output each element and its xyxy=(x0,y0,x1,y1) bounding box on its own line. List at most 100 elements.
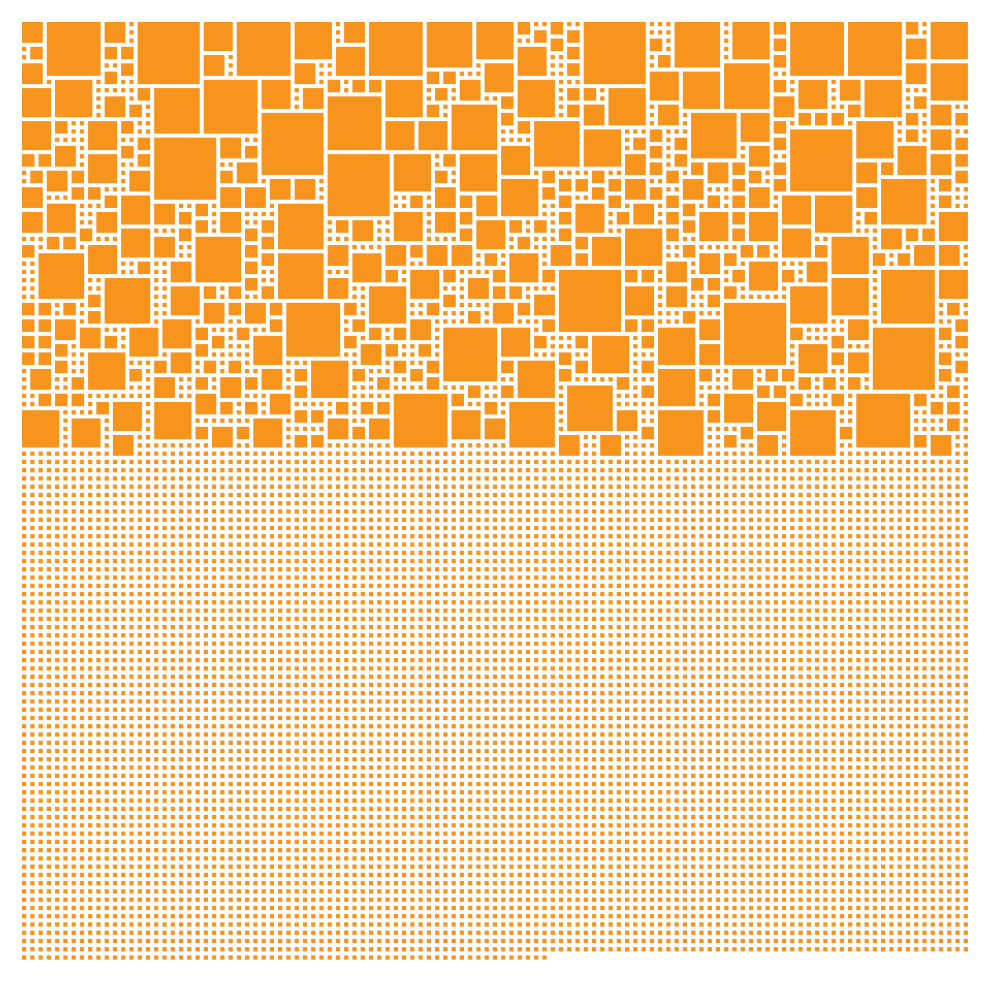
tile xyxy=(839,377,844,382)
tile xyxy=(509,468,514,473)
tile xyxy=(187,666,192,671)
tile xyxy=(162,674,167,679)
tile xyxy=(930,195,935,200)
tile xyxy=(707,658,712,663)
tile xyxy=(501,96,514,109)
tile xyxy=(558,410,564,415)
tile xyxy=(137,616,142,621)
tile xyxy=(410,344,415,349)
tile xyxy=(608,211,613,217)
tile xyxy=(707,492,712,498)
tile xyxy=(624,468,630,473)
tile xyxy=(575,22,580,27)
tile xyxy=(624,393,630,398)
tile xyxy=(319,649,324,655)
tile xyxy=(112,633,118,638)
tile xyxy=(517,567,522,572)
tile xyxy=(401,633,407,638)
tile xyxy=(773,294,778,299)
tile xyxy=(236,534,242,539)
tile xyxy=(624,484,630,489)
tile xyxy=(501,401,506,407)
tile xyxy=(938,575,944,580)
tile xyxy=(129,162,134,167)
tile xyxy=(658,476,663,481)
tile xyxy=(443,600,448,605)
tile xyxy=(302,616,308,621)
tile xyxy=(327,674,332,679)
tile xyxy=(881,178,927,225)
tile xyxy=(286,476,291,481)
tile xyxy=(170,352,192,374)
tile xyxy=(641,509,646,514)
tile xyxy=(501,178,539,217)
tile xyxy=(806,699,811,704)
tile xyxy=(88,649,93,655)
tile xyxy=(435,550,440,555)
tile xyxy=(63,624,68,630)
tile xyxy=(963,410,968,415)
tile xyxy=(319,542,324,547)
tile xyxy=(178,707,184,712)
tile xyxy=(426,484,431,489)
tile xyxy=(534,459,539,465)
tile xyxy=(451,567,456,572)
tile xyxy=(278,641,283,646)
tile xyxy=(616,575,621,580)
tile xyxy=(278,468,283,473)
tile xyxy=(96,476,101,481)
tile xyxy=(393,699,398,704)
tile xyxy=(517,22,531,35)
tile xyxy=(137,509,142,514)
tile xyxy=(211,658,217,663)
tile xyxy=(914,245,935,266)
tile xyxy=(71,121,76,126)
tile xyxy=(129,525,134,531)
tile xyxy=(501,608,506,613)
tile xyxy=(170,583,175,588)
tile xyxy=(435,674,440,679)
tile xyxy=(145,360,151,365)
tile xyxy=(616,699,621,704)
tile xyxy=(253,542,258,547)
tile xyxy=(583,443,588,448)
tile xyxy=(38,534,43,539)
tile xyxy=(798,509,803,514)
tile xyxy=(170,476,175,481)
tile xyxy=(765,649,770,655)
tile xyxy=(352,649,357,655)
tile xyxy=(203,492,208,498)
tile xyxy=(542,707,547,712)
tile xyxy=(707,245,712,250)
tile xyxy=(624,517,630,522)
tile xyxy=(261,112,324,175)
tile xyxy=(699,525,704,531)
tile xyxy=(534,534,539,539)
tile xyxy=(121,228,151,258)
tile xyxy=(724,30,729,35)
tile xyxy=(914,550,919,555)
tile xyxy=(220,137,242,159)
tile xyxy=(715,435,721,440)
tile xyxy=(947,567,952,572)
tile xyxy=(352,286,357,291)
tile xyxy=(46,534,52,539)
tile xyxy=(748,608,754,613)
tile xyxy=(484,311,489,316)
tile xyxy=(46,501,52,506)
tile xyxy=(666,699,671,704)
tile xyxy=(897,583,902,588)
tile xyxy=(583,352,588,357)
tile xyxy=(715,616,721,621)
tile xyxy=(674,707,679,712)
tile xyxy=(178,501,184,506)
tile xyxy=(269,476,275,481)
tile xyxy=(583,492,588,498)
tile xyxy=(46,459,52,465)
tile xyxy=(567,691,572,696)
tile xyxy=(154,575,159,580)
tile xyxy=(129,567,134,572)
tile xyxy=(781,624,787,630)
tile xyxy=(245,583,250,588)
tile xyxy=(38,451,43,456)
